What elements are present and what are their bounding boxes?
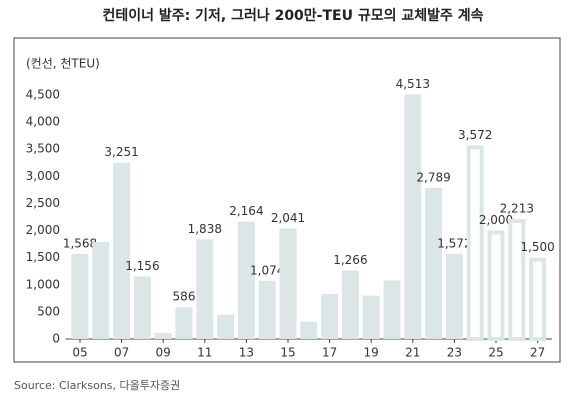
value-label: 1,568 xyxy=(63,236,97,250)
bar xyxy=(279,228,297,339)
value-label: 2,789 xyxy=(416,170,450,184)
x-tick-label: 17 xyxy=(322,346,337,360)
bar xyxy=(71,253,89,339)
bar xyxy=(300,321,318,339)
value-label: 3,251 xyxy=(104,145,138,159)
bar xyxy=(321,293,339,339)
value-label: 1,266 xyxy=(333,253,367,267)
value-label: 586 xyxy=(173,290,196,304)
value-label: 2,164 xyxy=(229,204,263,218)
x-tick-label: 05 xyxy=(72,346,87,360)
x-tick-label: 07 xyxy=(114,346,129,360)
source: Source: Clarksons, 다올투자증권 xyxy=(14,379,180,392)
x-tick-label: 19 xyxy=(364,346,379,360)
bar xyxy=(341,270,359,339)
y-tick-label: 1,500 xyxy=(26,250,60,264)
x-tick-label: 11 xyxy=(197,346,212,360)
x-tick-label: 13 xyxy=(239,346,254,360)
bar xyxy=(466,145,484,341)
bar xyxy=(508,219,526,341)
value-label: 2,041 xyxy=(271,211,305,225)
bar xyxy=(425,187,443,339)
bar xyxy=(92,241,110,339)
value-label: 1,572 xyxy=(437,236,471,250)
x-tick-label: 25 xyxy=(488,346,503,360)
bar xyxy=(445,253,463,339)
value-label: 2,000 xyxy=(479,213,513,227)
bar xyxy=(487,230,505,341)
y-tick-label: 3,500 xyxy=(26,142,60,156)
chart-title: 컨테이너 발주: 기저, 그러나 200만-TEU 규모의 교체발주 계속 xyxy=(102,7,483,24)
y-tick-label: 2,000 xyxy=(26,223,60,237)
value-label: 1,074 xyxy=(250,263,284,277)
x-tick-label: 09 xyxy=(156,346,171,360)
y-tick-label: 4,000 xyxy=(26,115,60,129)
bar xyxy=(237,221,255,339)
value-label: 1,838 xyxy=(188,222,222,236)
x-tick-label: 23 xyxy=(447,346,462,360)
y-tick-label: 3,000 xyxy=(26,169,60,183)
bar xyxy=(362,295,380,339)
bar xyxy=(258,280,276,339)
bar xyxy=(175,307,193,339)
y-tick-label: 500 xyxy=(37,304,60,318)
value-label: 1,156 xyxy=(125,259,159,273)
y-tick-label: 0 xyxy=(52,332,60,346)
value-label: 4,513 xyxy=(396,77,430,91)
plot-frame xyxy=(13,37,561,363)
bar xyxy=(404,94,422,340)
bar xyxy=(529,257,547,341)
value-label: 1,500 xyxy=(520,240,554,254)
bar xyxy=(383,280,401,339)
bar xyxy=(113,162,131,339)
y-tick-label: 1,000 xyxy=(26,277,60,291)
x-tick-label: 15 xyxy=(280,346,295,360)
value-label: 3,572 xyxy=(458,128,492,142)
x-tick-label: 21 xyxy=(405,346,420,360)
value-label: 2,213 xyxy=(500,202,534,216)
y-tick-label: 4,500 xyxy=(26,88,60,102)
bar xyxy=(196,239,214,339)
bar xyxy=(133,276,151,339)
y-tick-label: 2,500 xyxy=(26,196,60,210)
x-tick-label: 27 xyxy=(530,346,545,360)
bar xyxy=(154,333,172,339)
bar xyxy=(217,314,235,339)
y-axis-label: (컨선, 천TEU) xyxy=(26,56,100,71)
